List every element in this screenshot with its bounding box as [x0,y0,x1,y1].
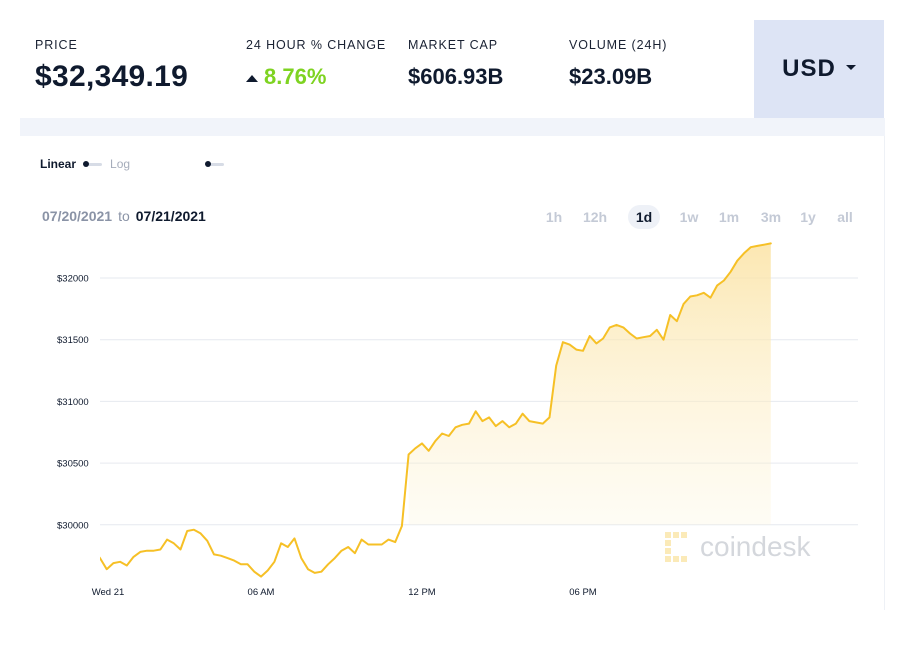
date-to[interactable]: 07/21/2021 [135,208,206,224]
switch-knob [83,160,90,167]
change-value-row: 8.76% [246,64,386,90]
range-1d[interactable]: 1d [628,205,660,229]
scale-linear-label[interactable]: Linear [40,157,77,171]
y-tick-label: $30500 [57,459,89,470]
x-tick-label: Wed 21 [92,587,125,598]
arrow-up-icon [246,74,258,82]
caret-down-icon [845,64,856,70]
y-axis: $30000 $30500 $31000 $31500 $32000 [57,274,89,532]
scale-switch[interactable] [83,160,103,167]
range-1h[interactable]: 1h [545,209,563,225]
currency-dropdown[interactable]: USD [754,20,884,118]
coindesk-wordmark: coindesk [700,531,812,562]
secondary-switch[interactable] [205,160,224,167]
x-axis: Wed 21 06 AM 12 PM 06 PM [92,587,597,598]
range-3m[interactable]: 3m [760,209,782,225]
y-tick-label: $32000 [57,274,89,285]
scale-log-label[interactable]: Log [110,157,131,171]
range-12h[interactable]: 12h [582,209,608,225]
volume-value: $23.09B [569,64,653,89]
header-divider [20,118,885,136]
range-1m[interactable]: 1m [718,209,740,225]
secondary-toggle [198,156,232,172]
switch-knob [205,160,211,167]
x-tick-label: 12 PM [408,587,436,598]
price-stat: PRICE $32,349.19 [35,38,188,94]
panel-edge [884,136,885,610]
price-label: PRICE [35,38,78,52]
price-line[interactable] [93,242,772,578]
change-label: 24 HOUR % CHANGE [246,38,387,52]
date-from[interactable]: 07/20/2021 [42,208,113,224]
currency-label: USD [782,55,836,82]
range-1w[interactable]: 1w [679,209,699,225]
x-tick-label: 06 AM [248,587,275,598]
date-separator: to [118,208,130,224]
range-all[interactable]: all [837,209,853,225]
range-1y[interactable]: 1y [800,209,816,225]
market-cap-stat: MARKET CAP $606.93B [408,38,503,90]
market-cap-label: MARKET CAP [408,38,499,52]
x-tick-label: 06 PM [569,587,597,598]
date-range: 07/20/2021 to 07/21/2021 [42,208,206,224]
change-stat: 24 HOUR % CHANGE 8.76% [246,38,386,90]
y-tick-label: $31000 [57,397,89,408]
coindesk-watermark: coindesk [665,531,812,562]
y-tick-label: $31500 [57,335,89,346]
market-cap-value: $606.93B [408,64,504,89]
volume-label: VOLUME (24H) [569,38,668,52]
y-tick-label: $30000 [57,520,89,531]
coindesk-logo-icon [665,532,687,562]
change-value: 8.76% [264,64,327,89]
volume-stat: VOLUME (24H) $23.09B [569,38,667,90]
stats-header: PRICE $32,349.19 24 HOUR % CHANGE 8.76% … [20,20,885,118]
price-value: $32,349.19 [35,60,189,93]
scale-toggle-group: Linear Log [40,156,130,172]
